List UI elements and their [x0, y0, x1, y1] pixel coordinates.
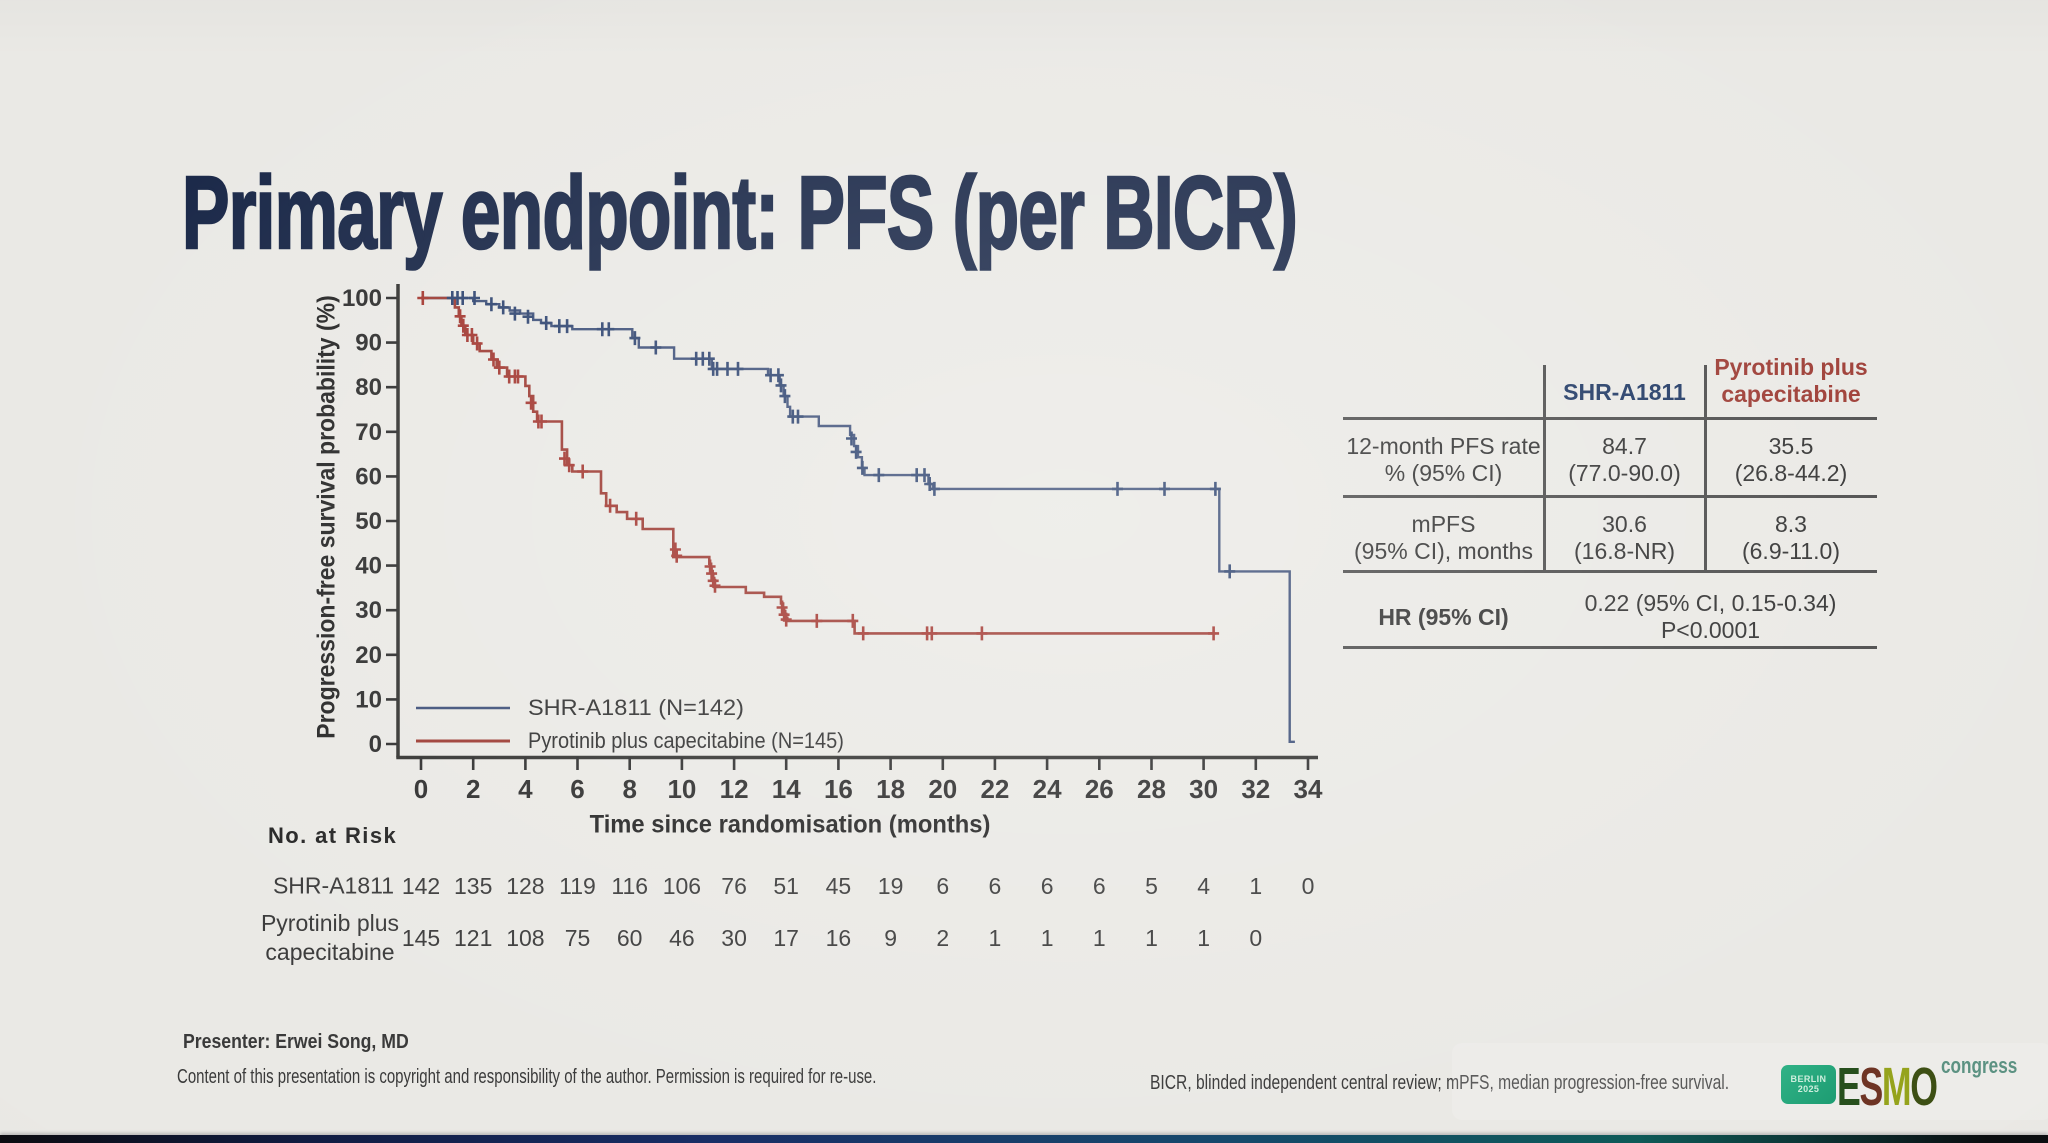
- svg-text:51: 51: [773, 873, 799, 899]
- svg-text:20: 20: [928, 774, 957, 804]
- svg-text:0: 0: [1249, 925, 1262, 951]
- svg-text:10: 10: [667, 774, 696, 804]
- svg-text:1: 1: [1093, 925, 1106, 951]
- svg-text:20: 20: [355, 642, 382, 669]
- svg-text:16: 16: [826, 925, 852, 951]
- svg-text:9: 9: [884, 925, 897, 951]
- svg-text:32: 32: [1241, 774, 1270, 804]
- svg-text:142: 142: [402, 873, 440, 899]
- svg-text:135: 135: [454, 873, 492, 899]
- svg-text:50: 50: [355, 508, 382, 535]
- svg-text:1: 1: [1197, 925, 1210, 951]
- svg-text:16: 16: [824, 774, 853, 804]
- svg-text:14: 14: [772, 774, 801, 804]
- svg-text:60: 60: [617, 925, 643, 951]
- svg-text:46: 46: [669, 925, 695, 951]
- svg-text:2: 2: [466, 774, 480, 804]
- svg-text:1: 1: [1041, 925, 1054, 951]
- svg-text:80: 80: [355, 374, 382, 401]
- svg-text:6: 6: [1041, 873, 1054, 899]
- svg-text:40: 40: [355, 553, 382, 580]
- svg-text:0: 0: [369, 731, 382, 758]
- svg-text:24: 24: [1033, 774, 1062, 804]
- svg-text:0: 0: [1302, 873, 1315, 899]
- svg-text:5: 5: [1145, 873, 1158, 899]
- svg-text:26: 26: [1085, 774, 1114, 804]
- svg-text:19: 19: [878, 873, 904, 899]
- svg-text:100: 100: [342, 285, 382, 312]
- svg-text:90: 90: [355, 330, 382, 357]
- svg-text:4: 4: [1197, 873, 1210, 899]
- svg-text:108: 108: [506, 925, 544, 951]
- svg-text:70: 70: [355, 419, 382, 446]
- svg-text:76: 76: [721, 873, 747, 899]
- svg-text:4: 4: [518, 774, 533, 804]
- svg-text:30: 30: [721, 925, 747, 951]
- svg-text:106: 106: [663, 873, 701, 899]
- svg-text:18: 18: [876, 774, 905, 804]
- svg-text:30: 30: [1189, 774, 1218, 804]
- svg-text:6: 6: [989, 873, 1002, 899]
- svg-text:6: 6: [936, 873, 949, 899]
- svg-text:30: 30: [355, 597, 382, 624]
- svg-text:1: 1: [1249, 873, 1262, 899]
- svg-text:119: 119: [559, 873, 596, 899]
- svg-text:12: 12: [720, 774, 749, 804]
- svg-text:45: 45: [826, 873, 852, 899]
- svg-text:145: 145: [402, 925, 440, 951]
- svg-text:8: 8: [622, 774, 636, 804]
- svg-text:10: 10: [355, 686, 382, 713]
- svg-text:17: 17: [773, 925, 799, 951]
- svg-text:6: 6: [570, 774, 584, 804]
- svg-text:28: 28: [1137, 774, 1166, 804]
- svg-text:6: 6: [1093, 873, 1106, 899]
- svg-text:2: 2: [936, 925, 949, 951]
- svg-text:34: 34: [1294, 774, 1323, 804]
- svg-text:22: 22: [980, 774, 1009, 804]
- svg-text:1: 1: [989, 925, 1002, 951]
- svg-text:75: 75: [565, 925, 591, 951]
- svg-text:128: 128: [506, 873, 544, 899]
- svg-text:116: 116: [611, 873, 648, 899]
- svg-text:0: 0: [414, 774, 428, 804]
- svg-text:60: 60: [355, 463, 382, 490]
- svg-text:1: 1: [1145, 925, 1158, 951]
- svg-text:121: 121: [454, 925, 492, 951]
